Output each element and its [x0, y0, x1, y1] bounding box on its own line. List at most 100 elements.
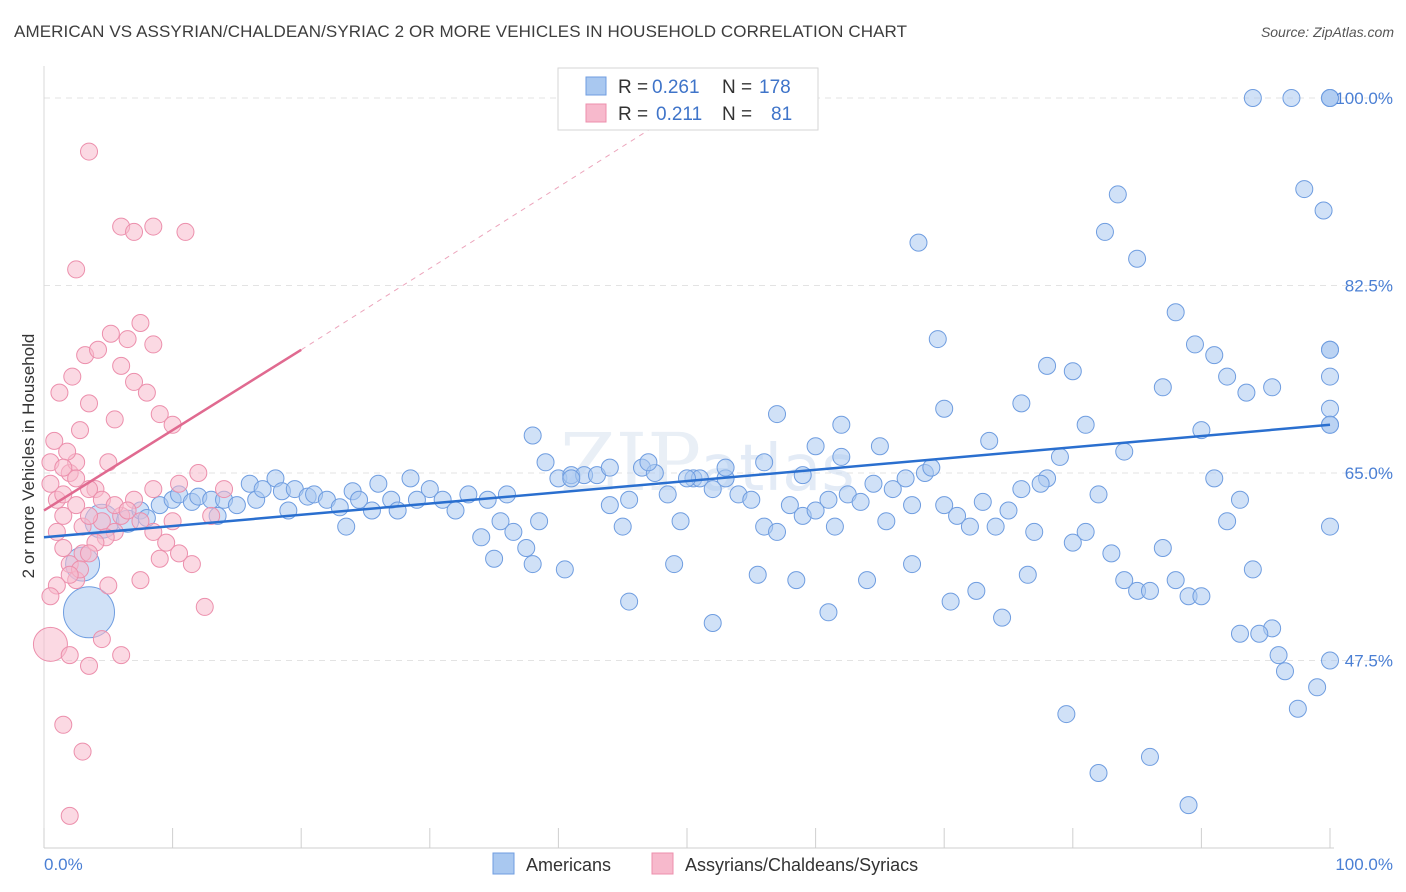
american-point — [1321, 340, 1339, 359]
legend-n-value-americans: 178 — [759, 77, 791, 98]
american-point — [1230, 624, 1249, 643]
american-point — [877, 512, 896, 531]
american-point — [446, 501, 465, 520]
american-point — [504, 522, 523, 541]
assyrian-point — [215, 480, 234, 499]
assyrian-point — [67, 260, 86, 279]
bottom-legend-label-assyrians: Assyrians/Chaldeans/Syriacs — [685, 855, 918, 875]
american-point — [748, 565, 767, 584]
american-point — [1115, 442, 1134, 461]
american-point — [1063, 533, 1082, 552]
american-point — [1153, 539, 1172, 557]
american-point — [227, 496, 246, 515]
american-point — [1018, 565, 1037, 584]
american-point — [658, 485, 677, 504]
american-point — [620, 592, 639, 611]
assyrian-point — [63, 367, 82, 386]
assyrian-point — [144, 335, 163, 354]
american-point — [864, 474, 883, 493]
legend-r-value-americans: 0.261 — [652, 77, 700, 98]
assyrian-point — [67, 496, 86, 515]
tick-labels: 100.0% 82.5% 65.0% 47.5% 0.0% 100.0% — [44, 89, 1393, 874]
assyrian-point — [131, 571, 150, 590]
american-point — [1179, 796, 1198, 815]
american-point — [870, 437, 889, 456]
american-point — [671, 512, 690, 531]
american-point — [1269, 646, 1288, 665]
american-trend-line — [43, 423, 1331, 539]
american-point — [1025, 522, 1044, 541]
american-point — [941, 592, 960, 611]
american-point — [1321, 367, 1339, 386]
american-point — [1237, 383, 1256, 402]
american-point — [620, 490, 639, 509]
american-point — [1321, 651, 1339, 670]
american-point — [1166, 571, 1185, 590]
x-tick-label: 0.0% — [44, 855, 83, 874]
assyrian-point — [189, 464, 208, 482]
american-point — [909, 233, 928, 252]
american-point — [896, 469, 915, 488]
american-point — [999, 501, 1018, 520]
american-point — [935, 496, 954, 515]
american-point — [1243, 560, 1262, 579]
assyrian-point — [131, 314, 150, 332]
assyrian-point — [101, 324, 120, 343]
assyrian-point — [182, 555, 201, 574]
american-point — [1031, 474, 1050, 493]
american-point — [1089, 485, 1108, 504]
american-point — [1128, 249, 1147, 268]
assyrian-point — [105, 410, 124, 429]
american-point — [665, 555, 684, 574]
assyrian-trend-extension — [300, 129, 649, 351]
american-point — [1063, 362, 1082, 381]
american-point — [967, 581, 986, 600]
assyrian-point — [118, 501, 137, 520]
american-point — [1153, 378, 1172, 397]
american-point — [858, 571, 877, 590]
american-point — [1115, 571, 1134, 590]
legend-n-label-assyrians: N = — [722, 104, 752, 125]
source-credit: Source: ZipAtlas.com — [1260, 24, 1394, 40]
assyrian-point — [89, 340, 108, 359]
american-point — [986, 517, 1005, 536]
american-point — [928, 330, 947, 349]
american-point — [401, 469, 420, 488]
grid-lines — [44, 97, 1394, 661]
assyrian-point — [60, 565, 79, 584]
legend-r-label-assyrians: R = — [618, 104, 648, 125]
assyrian-point — [54, 506, 73, 525]
american-point — [420, 480, 439, 499]
american-point — [819, 603, 838, 622]
american-point — [1057, 705, 1076, 724]
bottom-legend-swatch-assyrians — [651, 852, 674, 875]
american-point — [1230, 490, 1249, 509]
american-point — [1038, 356, 1057, 375]
american-point — [1095, 222, 1114, 241]
american-point — [993, 608, 1012, 627]
american-point — [755, 453, 774, 472]
american-point — [1218, 367, 1237, 386]
assyrian-point — [150, 549, 169, 568]
assyrian-point — [54, 539, 73, 557]
american-point — [1205, 346, 1224, 365]
american-point — [1243, 89, 1262, 107]
assyrian-point — [118, 330, 137, 349]
american-point — [819, 490, 838, 509]
assyrian-point — [80, 506, 99, 525]
assyrian-point — [50, 383, 69, 402]
y-tick-label: 65.0% — [1345, 464, 1393, 483]
american-point — [980, 431, 999, 450]
american-point — [613, 517, 632, 536]
bottom-legend: Americans Assyrians/Chaldeans/Syriacs — [492, 852, 918, 875]
american-point — [1321, 517, 1339, 536]
american-point — [903, 555, 922, 574]
assyrian-point — [41, 474, 60, 493]
assyrian-point — [58, 442, 77, 461]
american-point — [530, 512, 549, 531]
assyrian-point — [157, 533, 176, 552]
bottom-legend-label-americans: Americans — [526, 855, 611, 875]
assyrian-point — [41, 587, 60, 606]
assyrian-point — [99, 576, 118, 595]
legend-r-value-assyrians: 0.211 — [656, 104, 702, 125]
